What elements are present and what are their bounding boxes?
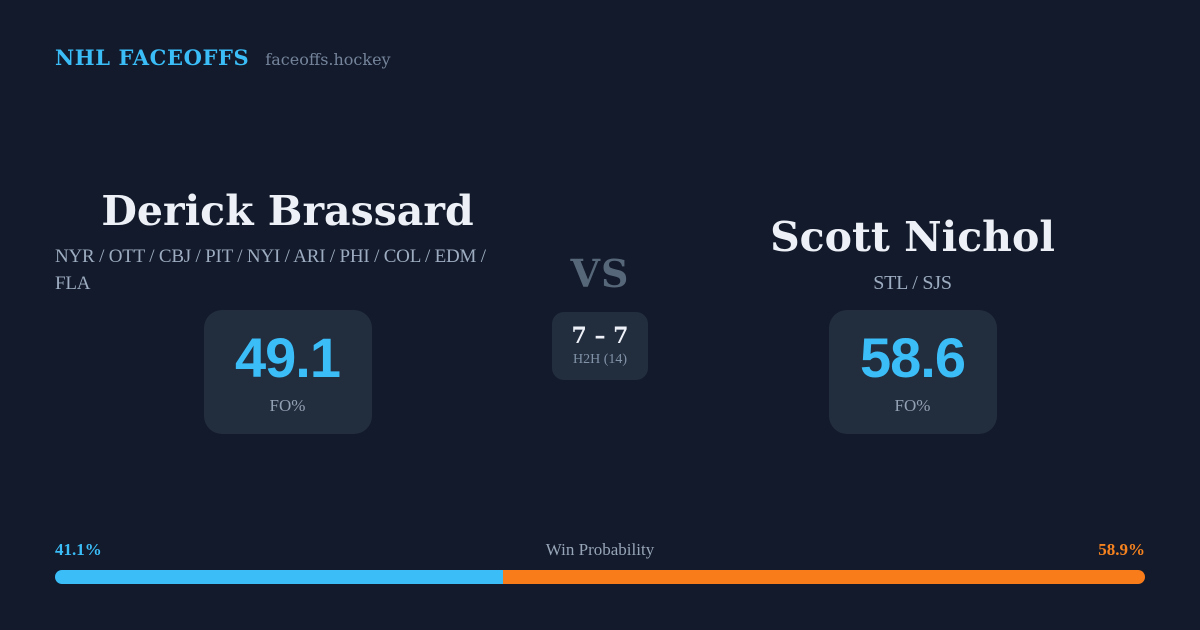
right-win-probability: 58.9%: [1098, 540, 1145, 559]
versus-column: VS 7 – 7 H2H (14): [520, 130, 680, 434]
head-to-head-label: H2H (14): [572, 352, 628, 368]
left-player-teams: NYR / OTT / CBJ / PIT / NYI / ARI / PHI …: [55, 245, 486, 295]
versus-label: VS: [570, 251, 630, 296]
win-probability-bar: [55, 570, 1145, 584]
right-player-name: Scott Nichol: [770, 213, 1055, 262]
win-probability-title: Win Probability: [545, 540, 655, 559]
left-faceoff-pct-label: FO%: [269, 396, 306, 415]
right-faceoff-pct-label: FO%: [894, 396, 931, 415]
right-player-column: Scott Nichol STL / SJS 58.6 FO%: [680, 130, 1145, 434]
win-probability-labels: 41.1% Win Probability 58.9%: [55, 540, 1145, 560]
right-player-teams: STL / SJS: [873, 272, 952, 294]
matchup-section: Derick Brassard NYR / OTT / CBJ / PIT / …: [55, 130, 1145, 434]
header: NHL FACEOFFS faceoffs.hockey: [55, 45, 391, 70]
head-to-head-box: 7 – 7 H2H (14): [552, 312, 648, 381]
right-player-header: Scott Nichol STL / SJS: [680, 130, 1145, 298]
versus-header: VS: [520, 130, 680, 298]
left-stat-box: 49.1 FO%: [203, 310, 372, 434]
head-to-head-score: 7 – 7: [571, 323, 629, 349]
right-stat-box: 58.6 FO%: [828, 310, 997, 434]
right-faceoff-pct-value: 58.6: [860, 326, 966, 389]
site-url: faceoffs.hockey: [265, 50, 391, 69]
left-player-column: Derick Brassard NYR / OTT / CBJ / PIT / …: [55, 130, 520, 434]
left-player-header: Derick Brassard NYR / OTT / CBJ / PIT / …: [55, 130, 520, 298]
win-probability-bar-right-segment: [502, 570, 1145, 584]
brand-title: NHL FACEOFFS: [55, 45, 250, 70]
left-faceoff-pct-value: 49.1: [235, 326, 341, 389]
win-probability-section: 41.1% Win Probability 58.9%: [55, 540, 1145, 584]
left-win-probability: 41.1%: [55, 540, 102, 559]
left-player-name: Derick Brassard: [101, 187, 474, 235]
win-probability-bar-left-segment: [55, 570, 503, 584]
